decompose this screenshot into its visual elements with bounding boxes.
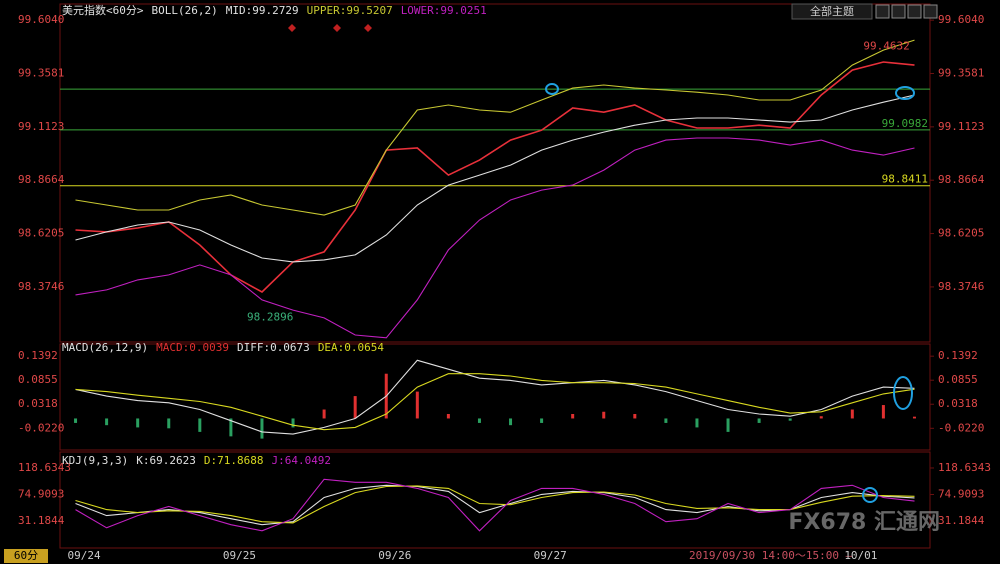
frame [59,3,931,549]
legend-text: MACD(26,12,9) [62,341,148,354]
indicator-line [75,485,915,524]
y-tick-label: 98.6205 [18,227,64,240]
y-tick-label: 0.0318 [18,397,58,410]
y-tick-label-right: 99.3581 [938,67,984,80]
legend-text: J:64.0492 [271,454,331,467]
y-tick-label: 118.6343 [18,461,71,474]
y-tick-label-right: -0.0220 [938,421,984,434]
y-tick-label-right: 99.6040 [938,13,984,26]
price-line [75,61,915,293]
legend-text: MID:99.2729 [226,4,299,17]
x-tick-label: 09/25 [223,549,256,562]
x-tick-label: 09/27 [534,549,567,562]
y-tick-label-right: 98.8664 [938,173,985,186]
x-tick-label: 10/01 [844,549,877,562]
legend-text: DIFF:0.0673 [237,341,310,354]
y-tick-label: 99.1123 [18,120,64,133]
legend-text: 美元指数<60分> [62,3,144,17]
high-label: 99.4632 [863,40,909,53]
legend-text: KDJ(9,3,3) [62,454,128,467]
x-tick-label: 09/26 [378,549,411,562]
y-tick-label-right: 0.0855 [938,373,978,386]
y-tick-label: -0.0220 [18,421,64,434]
indicator-line [75,478,915,532]
y-tick-label: 0.1392 [18,349,58,362]
legend-text: K:69.2623 [136,454,196,467]
y-tick-label-right: 0.0318 [938,397,978,410]
legend-text: UPPER:99.5207 [307,4,393,17]
indicator-line [75,373,915,431]
y-tick-label: 99.3581 [18,67,64,80]
indicator-line [75,94,915,263]
y-tick-label: 99.6040 [18,13,64,26]
indicator-line [75,39,915,216]
period-label[interactable]: 60分 [14,549,38,562]
y-tick-label: 31.1844 [18,514,65,527]
x-tick-label: 2019/09/30 14:00～15:00 — [689,549,853,562]
watermark: FX678 汇通网 [788,510,940,535]
legend-text: BOLL(26,2) [152,4,218,17]
legend-text: LOWER:99.0251 [401,4,487,17]
signal-markers [288,24,372,32]
highlight-circles [545,83,915,503]
y-tick-label-right: 74.9093 [938,487,984,500]
y-tick-label: 98.8664 [18,173,65,186]
y-tick-label: 0.0855 [18,373,58,386]
window-buttons[interactable] [875,4,938,19]
y-tick-label-right: 99.1123 [938,120,984,133]
y-tick-label-right: 98.6205 [938,227,984,240]
y-tick-label-right: 118.6343 [938,461,991,474]
indicator-line [75,484,915,526]
y-tick-label: 98.3746 [18,280,64,293]
low-label: 98.2896 [247,310,293,323]
y-tick-label: 74.9093 [18,487,64,500]
x-tick-label: 09/24 [68,549,101,562]
theme-button-label[interactable]: 全部主题 [810,4,854,18]
y-tick-label-right: 31.1844 [938,514,985,527]
indicator-line [75,359,915,435]
period-box[interactable] [4,549,48,563]
legend-text: DEA:0.0654 [318,341,385,354]
reference-label: 98.8411 [882,173,928,186]
reference-label: 99.0982 [882,117,928,130]
theme-button[interactable] [791,3,873,20]
legend-text: MACD:0.0039 [156,341,229,354]
legend-text: D:71.8688 [204,454,264,467]
y-tick-label-right: 98.3746 [938,280,984,293]
indicator-line [75,137,915,339]
y-tick-label-right: 0.1392 [938,349,978,362]
